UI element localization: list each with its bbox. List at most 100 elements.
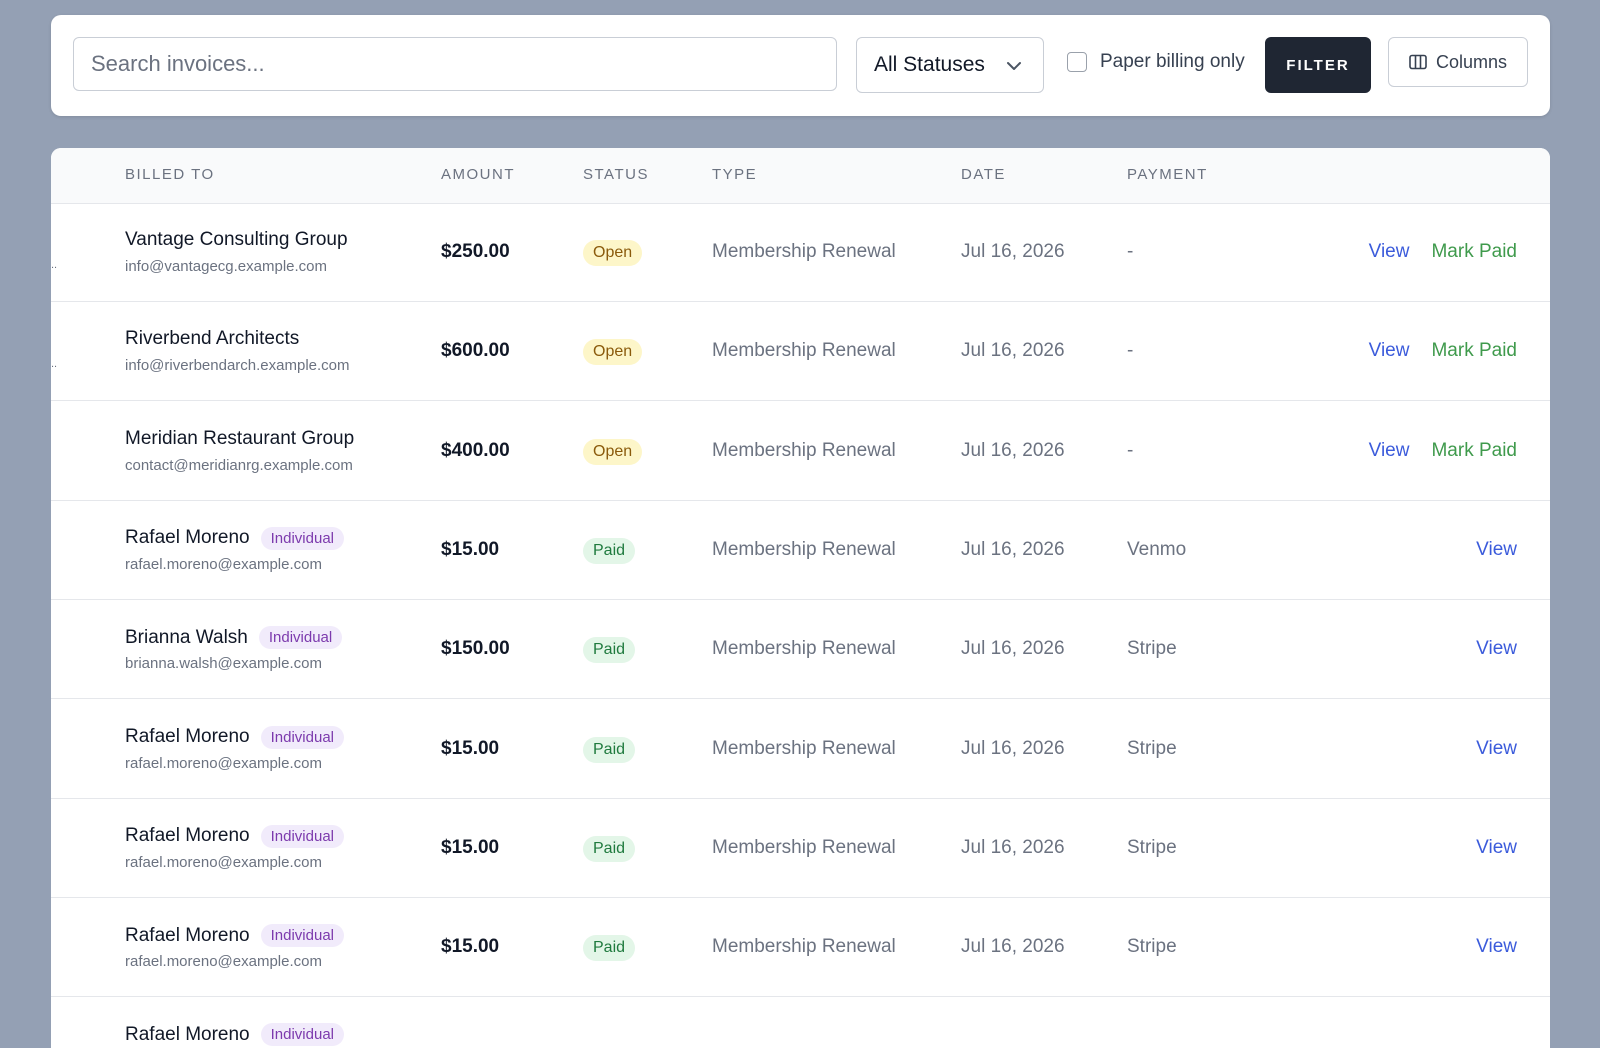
payment-method: Stripe: [1127, 737, 1177, 759]
row-actions: View Mark Paid: [1369, 440, 1517, 462]
paper-billing-toggle[interactable]: Paper billing only: [1067, 51, 1245, 73]
amount: $15.00: [441, 836, 500, 858]
payment-method: Stripe: [1127, 836, 1177, 858]
row-actions: View Mark Paid: [1369, 241, 1517, 263]
paper-billing-checkbox[interactable]: [1067, 52, 1087, 72]
status-badge: Paid: [583, 835, 636, 862]
status-badge: Paid: [583, 637, 636, 664]
amount: $15.00: [441, 737, 500, 759]
status-select[interactable]: All Statuses: [856, 37, 1044, 93]
individual-tag: Individual: [260, 1023, 345, 1047]
view-link[interactable]: View: [1476, 737, 1517, 759]
status-badge: Paid: [583, 537, 636, 564]
mark-paid-link[interactable]: Mark Paid: [1431, 439, 1517, 461]
row-handle: ..: [51, 259, 58, 271]
individual-tag: Individual: [260, 924, 345, 948]
invoice-type: Membership Renewal: [712, 836, 896, 858]
search-input[interactable]: [73, 37, 837, 91]
billed-to: Meridian Restaurant Group: [125, 428, 354, 450]
payment-method: Stripe: [1127, 936, 1177, 958]
table-row: Rafael Moreno Individual rafael.moreno@e…: [51, 501, 1550, 600]
amount: $250.00: [441, 241, 510, 262]
table-row: Rafael Moreno Individual rafael.moreno@e…: [51, 700, 1550, 799]
billed-to-email: rafael.moreno@example.com: [125, 754, 322, 772]
header-billed-to: BILLED TO: [125, 166, 215, 183]
view-link[interactable]: View: [1476, 836, 1517, 858]
invoices-table: BILLED TO AMOUNT STATUS TYPE DATE PAYMEN…: [51, 148, 1550, 1048]
billed-to-email: rafael.moreno@example.com: [125, 953, 322, 971]
billed-to-name: Rafael Moreno: [125, 825, 250, 847]
view-link[interactable]: View: [1368, 439, 1410, 461]
header-payment: PAYMENT: [1127, 166, 1208, 183]
row-actions: View Mark Paid: [1369, 340, 1517, 362]
individual-tag: Individual: [260, 725, 345, 749]
individual-tag: Individual: [260, 824, 345, 848]
mark-paid-link[interactable]: Mark Paid: [1431, 241, 1517, 262]
billed-to: Rafael Moreno Individual: [125, 725, 345, 749]
header-status: STATUS: [583, 166, 649, 183]
view-link[interactable]: View: [1476, 538, 1517, 560]
payment-method: Venmo: [1127, 538, 1187, 560]
view-link[interactable]: View: [1368, 241, 1410, 262]
amount: $15.00: [441, 538, 500, 560]
table-row: .. Vantage Consulting Group info@vantage…: [51, 203, 1550, 302]
paper-billing-label: Paper billing only: [1100, 51, 1245, 72]
header-date: DATE: [961, 166, 1006, 183]
invoice-date: Jul 16, 2026: [961, 638, 1065, 660]
billed-to-name: Rafael Moreno: [125, 527, 250, 549]
invoice-type: Membership Renewal: [712, 737, 896, 759]
row-actions: View: [1476, 539, 1517, 561]
billed-to-email: rafael.moreno@example.com: [125, 555, 322, 573]
invoice-date: Jul 16, 2026: [961, 836, 1065, 858]
status-badge: Paid: [583, 736, 636, 763]
row-actions: View: [1476, 638, 1517, 660]
billed-to-name: Rafael Moreno: [125, 1023, 250, 1045]
amount: $15.00: [441, 936, 500, 958]
billed-to-name: Brianna Walsh: [125, 626, 248, 648]
individual-tag: Individual: [260, 526, 345, 550]
invoice-date: Jul 16, 2026: [961, 340, 1065, 362]
filter-button[interactable]: FILTER: [1265, 37, 1371, 93]
billed-to: Rafael Moreno Individual: [125, 1023, 345, 1047]
billed-to: Vantage Consulting Group: [125, 229, 348, 251]
payment-method: -: [1127, 241, 1134, 262]
invoice-type: Membership Renewal: [712, 538, 896, 560]
columns-button-label: Columns: [1435, 51, 1508, 72]
billed-to-email: contact@meridianrg.example.com: [125, 456, 353, 474]
billed-to-name: Riverbend Architects: [125, 328, 300, 350]
invoice-type: Membership Renewal: [712, 340, 896, 362]
row-handle: ..: [51, 358, 58, 371]
payment-method: -: [1127, 340, 1134, 362]
table-header: BILLED TO AMOUNT STATUS TYPE DATE PAYMEN…: [51, 148, 1550, 204]
invoice-type: Membership Renewal: [712, 439, 896, 461]
invoice-date: Jul 16, 2026: [961, 241, 1065, 262]
billed-to: Rafael Moreno Individual: [125, 924, 345, 948]
billed-to-email: rafael.moreno@example.com: [125, 853, 322, 871]
table-row: .. Riverbend Architects info@riverbendar…: [51, 302, 1550, 402]
status-badge: Open: [583, 438, 643, 465]
billed-to-name: Rafael Moreno: [125, 924, 250, 946]
row-actions: View: [1476, 738, 1517, 760]
header-type: TYPE: [712, 166, 758, 183]
billed-to: Brianna Walsh Individual: [125, 626, 343, 650]
individual-tag: Individual: [258, 626, 343, 650]
table-row: Rafael Moreno Individual rafael.moreno@e…: [51, 898, 1550, 998]
view-link[interactable]: View: [1476, 638, 1517, 660]
amount: $150.00: [441, 638, 510, 660]
billed-to-email: info@riverbendarch.example.com: [125, 357, 350, 375]
status-badge: Open: [583, 240, 643, 266]
view-link[interactable]: View: [1368, 340, 1410, 362]
billed-to-name: Meridian Restaurant Group: [125, 427, 355, 449]
payment-method: Stripe: [1127, 638, 1177, 660]
billed-to-email: info@vantagecg.example.com: [125, 258, 328, 275]
columns-button[interactable]: Columns: [1388, 37, 1528, 87]
payment-method: -: [1127, 439, 1134, 461]
view-link[interactable]: View: [1476, 936, 1517, 958]
invoice-date: Jul 16, 2026: [961, 737, 1065, 759]
filter-toolbar: All Statuses Paper billing only FILTER C…: [51, 15, 1550, 116]
row-actions: View: [1476, 837, 1517, 859]
mark-paid-link[interactable]: Mark Paid: [1431, 340, 1517, 362]
amount: $600.00: [441, 340, 510, 362]
invoice-type: Membership Renewal: [712, 638, 896, 660]
billed-to-name: Vantage Consulting Group: [125, 229, 348, 250]
